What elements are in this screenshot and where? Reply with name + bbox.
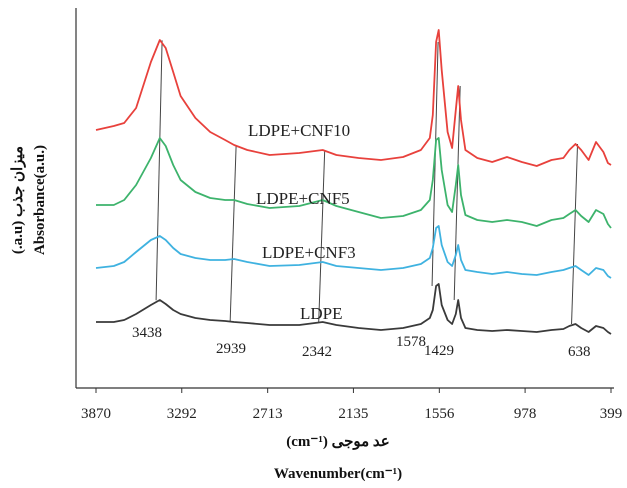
series-label: LDPE+CNF3 <box>262 243 356 262</box>
series-line-ldpe <box>96 283 612 335</box>
peak-guide-line <box>155 40 163 301</box>
x-tick-label: 2135 <box>338 406 368 422</box>
series-label: LDPE+CNF5 <box>256 189 350 208</box>
series-line-ldpe-cnf10 <box>95 29 612 167</box>
peak-label: 1578 <box>396 334 426 350</box>
x-tick-label: 399 <box>600 406 623 422</box>
peak-label: 2939 <box>216 341 246 357</box>
y-axis-title-en: Absorbance(a.u.) <box>32 145 48 255</box>
x-tick-label: 2713 <box>253 406 283 422</box>
peak-guide-line <box>453 85 461 301</box>
x-axis-title-en: Wavenumber(cm⁻¹) <box>274 466 402 482</box>
peak-label: 3438 <box>132 325 162 341</box>
series-lines <box>95 29 612 335</box>
peak-label: 638 <box>568 344 591 360</box>
peak-label: 1429 <box>424 343 454 359</box>
x-tick-label: 3292 <box>167 406 197 422</box>
series-line-ldpe-cnf3 <box>95 225 612 279</box>
series-label: LDPE <box>300 304 343 323</box>
series-labels: LDPE+CNF10 LDPE+CNF5 LDPE+CNF3 LDPE <box>248 121 356 323</box>
peak-guides <box>155 40 579 325</box>
x-axis-title-fa: عد موجی (cm⁻¹) <box>286 434 389 450</box>
x-tick-label: 978 <box>514 406 537 422</box>
y-axis-title-fa: میزان جذب (a.u.) <box>10 146 26 254</box>
series-label: LDPE+CNF10 <box>248 121 350 140</box>
series-line-ldpe-cnf5 <box>96 137 612 229</box>
peak-guide-line <box>571 143 579 325</box>
peak-guide-line <box>318 149 326 323</box>
x-ticks: 3870 3292 2713 2135 1556 978 399 <box>81 388 622 422</box>
x-tick-label: 3870 <box>81 406 111 422</box>
peak-label: 2342 <box>302 344 332 360</box>
x-tick-label: 1556 <box>424 406 455 422</box>
peak-guide-line <box>229 144 237 323</box>
